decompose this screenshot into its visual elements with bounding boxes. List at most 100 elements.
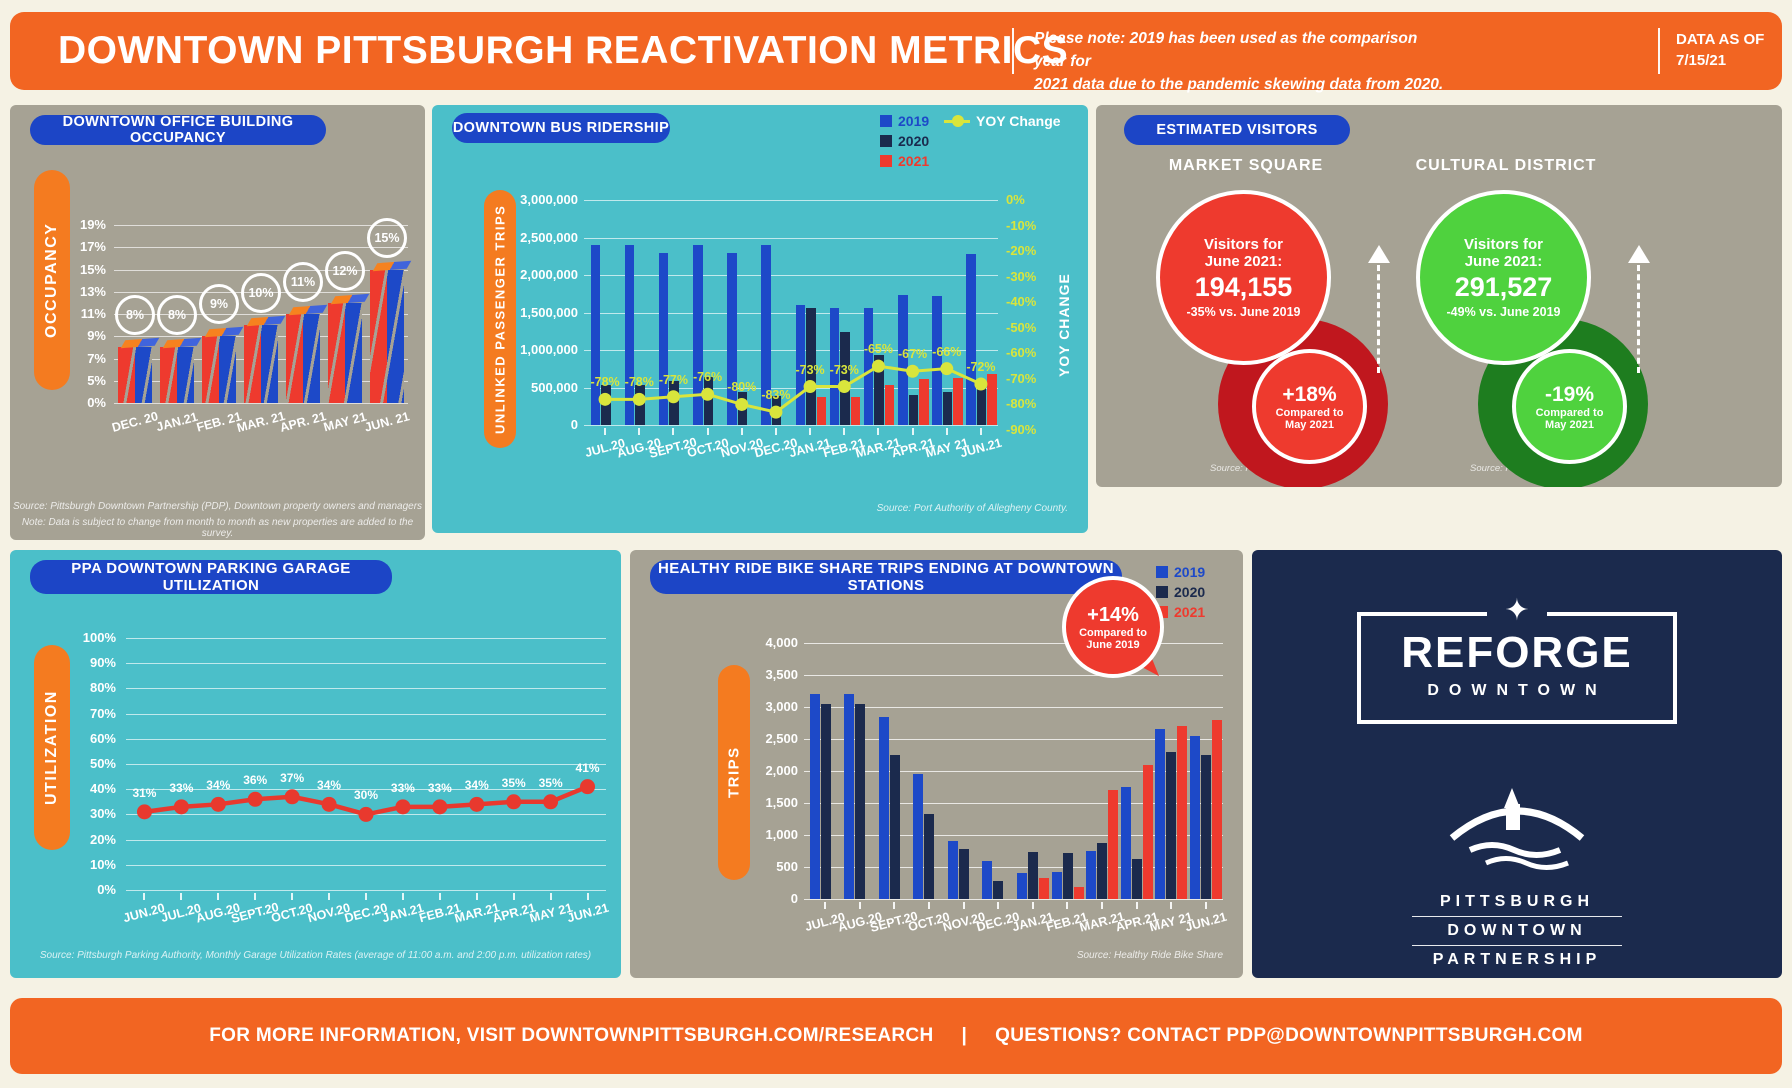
yoy-tick-label: 0% [1006, 192, 1025, 207]
gridline [584, 237, 998, 239]
callout-value: +14% [1087, 603, 1139, 626]
bike-bar-2019-SEPT.20 [878, 716, 889, 899]
market-square-change-line2: May 2021 [1285, 418, 1334, 431]
x-tick-mark [512, 893, 515, 900]
footer-divider: | [961, 1025, 968, 1046]
up-arrow-icon [1628, 245, 1650, 263]
gridline [114, 314, 408, 315]
y-tick-label: 80% [89, 680, 116, 696]
legend-label: 2021 [898, 153, 930, 169]
y-tick-label: 2,000 [765, 763, 798, 778]
cultural-district-change: -19% [1544, 382, 1595, 406]
market-square-source: Source: Placer.ai [1210, 463, 1282, 474]
yoy-tick-label: -40% [1006, 294, 1037, 310]
gridline [126, 789, 606, 791]
bus-title: DOWNTOWN BUS RIDERSHIP [452, 113, 670, 143]
page-title: DOWNTOWN PITTSBURGH REACTIVATION METRICS [58, 29, 1069, 72]
bike-bar-2021-JUN.21 [1211, 719, 1222, 899]
cultural-district-change-line2: May 2021 [1545, 418, 1594, 431]
legend-swatch [1156, 566, 1168, 578]
y-tick-label: 1,000,000 [520, 342, 578, 357]
y-tick-label: 0 [570, 417, 578, 432]
y-tick-label: 2,500 [765, 731, 798, 746]
occupancy-value-badge: 10% [241, 273, 281, 314]
bus-bar-2019-SEPT.20 [658, 252, 669, 425]
utilization-point-label: 33% [427, 780, 452, 795]
utilization-point-label: 35% [501, 775, 526, 790]
pdp-wordmark: PITTSBURGH DOWNTOWN PARTNERSHIP [1412, 888, 1622, 974]
up-arrow-icon [1368, 245, 1390, 263]
x-tick-mark [945, 428, 948, 435]
header-divider-1 [1012, 28, 1014, 74]
bike-bar-2021-FEB.21 [1073, 887, 1084, 899]
bike-bar-2020-SEPT.20 [889, 755, 900, 899]
bike-bar-2019-FEB.21 [1051, 872, 1062, 899]
x-tick-mark [401, 893, 404, 900]
gridline [804, 739, 1223, 740]
bus-source: Source: Port Authority of Allegheny Coun… [876, 503, 1068, 514]
x-tick-mark [586, 893, 589, 900]
legend-yoy-label: YOY Change [976, 113, 1061, 129]
yoy-point-label: -80% [727, 380, 757, 395]
gridline [584, 425, 998, 426]
bike-bar-2019-OCT.20 [913, 774, 924, 899]
occupancy-bar-JUN. 21 [370, 269, 404, 403]
bus-bar-2019-NOV.20 [727, 252, 737, 425]
x-tick-mark [928, 902, 931, 909]
utilization-point-label: 37% [280, 770, 305, 785]
bus-bar-2019-DEC.20 [761, 245, 771, 425]
y-tick-label: 2,000,000 [520, 267, 578, 282]
occupancy-value-badge: 8% [115, 295, 155, 336]
callout-line2: June 2019 [1086, 638, 1140, 651]
bike-bar-2021-MAY 21 [1177, 726, 1188, 899]
y-tick-label: 30% [89, 806, 116, 822]
gridline [804, 675, 1223, 676]
utilization-point-label: 34% [317, 778, 342, 793]
bike-bar-2021-APR.21 [1142, 764, 1153, 899]
occupancy-bar-FEB. 21 [202, 336, 236, 403]
sparkle-star-icon: ✦ [1487, 590, 1547, 630]
header-note-line2: 2021 data due to the pandemic skewing da… [1034, 76, 1444, 93]
reforge-title: REFORGE [1401, 628, 1633, 677]
bike-share-panel: HEALTHY RIDE BIKE SHARE TRIPS ENDING AT … [630, 550, 1243, 978]
cultural-district-vs-2019: -49% vs. June 2019 [1446, 305, 1561, 319]
occupancy-bar-top-face [330, 293, 370, 305]
x-tick-mark [706, 428, 709, 435]
utilization-point-label: 34% [206, 778, 231, 793]
yoy-point-label: -77% [658, 372, 688, 387]
bus-bar-2019-JUN.21 [966, 254, 976, 425]
x-tick-mark [328, 893, 331, 900]
x-tick-mark [740, 428, 743, 435]
yoy-point-label: -66% [932, 344, 962, 359]
y-tick-label: 500,000 [531, 379, 578, 395]
office-occupancy-panel: DOWNTOWN OFFICE BUILDING OCCUPANCY OCCUP… [10, 105, 425, 540]
occupancy-source-line1: Source: Pittsburgh Downtown Partnership … [12, 501, 423, 512]
bus-bar-2021-JAN.21 [816, 397, 826, 425]
bike-bar-2020-FEB.21 [1062, 852, 1073, 899]
legend-item-2021: 2021 [880, 153, 950, 169]
yoy-point-label: -73% [829, 362, 859, 377]
cultural-district-change-circle: -19% Compared to May 2021 [1512, 349, 1627, 464]
up-arrow-dashes [1637, 265, 1640, 373]
gridline [126, 663, 606, 665]
bus-bar-2019-JUL.20 [590, 245, 600, 425]
header-note-line1: Please note: 2019 has been used as the c… [1034, 30, 1418, 70]
legend-swatch [1156, 586, 1168, 598]
x-tick-mark [549, 893, 552, 900]
x-tick-mark [254, 893, 257, 900]
gridline [804, 771, 1223, 772]
legend-label: 2020 [898, 133, 930, 149]
yoy-point-label: -67% [897, 347, 928, 362]
x-tick-mark [877, 428, 880, 435]
y-tick-label: 10% [89, 856, 116, 872]
gridline [804, 643, 1223, 644]
bike-title: HEALTHY RIDE BIKE SHARE TRIPS ENDING AT … [650, 560, 1122, 594]
bus-bar-2019-MAY 21 [932, 296, 942, 425]
bus-bar-2020-MAR.21 [874, 355, 884, 425]
up-arrow-dashes [1377, 265, 1380, 373]
bike-bar-2019-DEC.20 [982, 860, 993, 899]
bus-bar-2020-FEB.21 [840, 332, 850, 425]
occupancy-bar-top-face [246, 315, 286, 327]
yoy-point-label: -83% [761, 388, 791, 403]
y-tick-label: 40% [89, 781, 116, 797]
